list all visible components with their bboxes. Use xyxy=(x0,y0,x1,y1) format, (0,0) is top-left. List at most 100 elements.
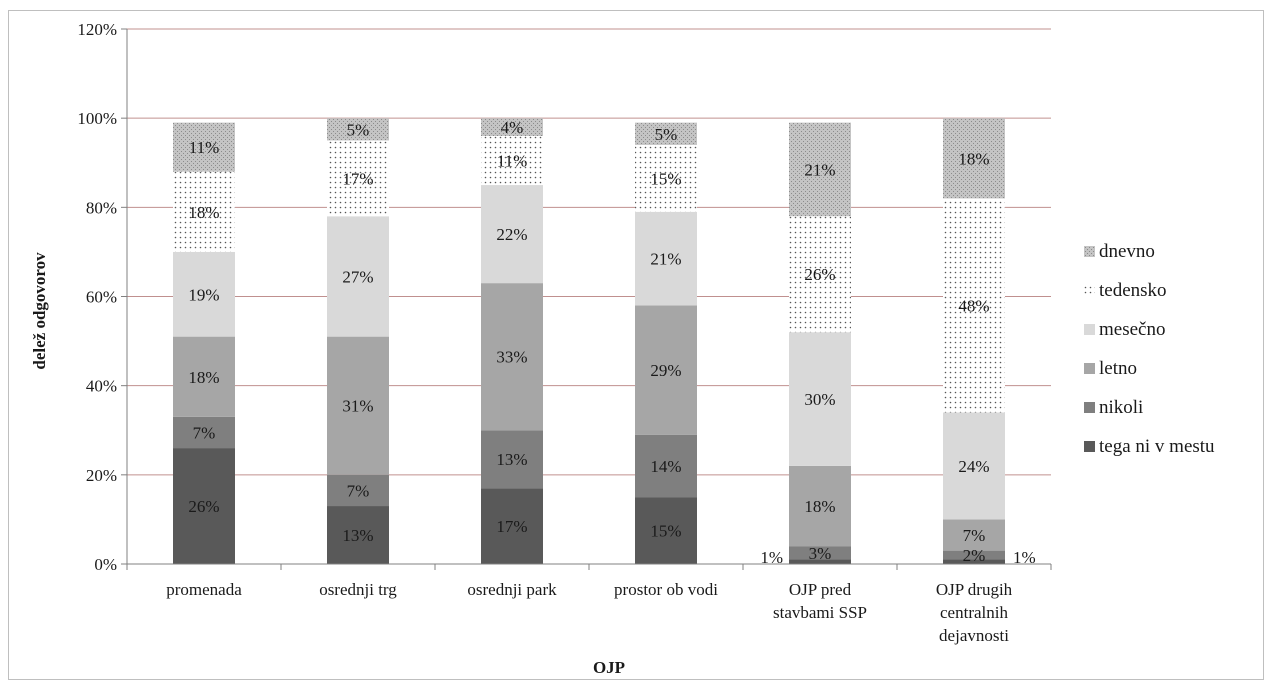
bar-segment xyxy=(789,216,851,333)
data-label: 33% xyxy=(496,348,527,367)
legend: dnevno tedensko mesečno letno nikoli tega ni … xyxy=(1084,241,1215,457)
data-label: 48% xyxy=(958,296,989,315)
bar-segment xyxy=(789,465,851,547)
bar-segment xyxy=(789,546,851,560)
legend-item: tega ni v mestu xyxy=(1084,436,1215,457)
data-label: 3% xyxy=(809,544,832,563)
data-label: 15% xyxy=(650,169,681,188)
data-label: 13% xyxy=(496,450,527,469)
legend-swatch xyxy=(1084,441,1095,452)
data-label: 7% xyxy=(193,423,216,442)
bar-segment xyxy=(943,198,1005,413)
chart-frame: 0% 20% 40% 60% 80% 100% 120% 26% 7% 18% 19% 18% 11%… xyxy=(8,10,1264,680)
data-label: 30% xyxy=(804,390,835,409)
legend-item: dnevno xyxy=(1084,241,1155,262)
bar-segment xyxy=(327,140,389,217)
data-label: 21% xyxy=(804,160,835,179)
bar-segment xyxy=(789,559,851,564)
data-label: 2% xyxy=(963,546,986,565)
legend-swatch xyxy=(1084,285,1095,296)
x-tick-label: prostor ob vodi xyxy=(614,580,718,599)
bar-segment xyxy=(943,519,1005,551)
bar-segment xyxy=(173,448,235,564)
bar-segment xyxy=(327,506,389,564)
x-tick-label: osrednji park xyxy=(467,580,557,599)
bar-segment xyxy=(173,171,235,252)
bar-segment xyxy=(789,332,851,466)
y-axis-ticks: 0% 20% 40% 60% 80% 100% 120% xyxy=(77,20,127,574)
bar-segment xyxy=(327,216,389,337)
axes xyxy=(126,29,1052,570)
gridlines xyxy=(127,28,1051,476)
y-tick-label: 20% xyxy=(86,466,117,485)
bar-segment xyxy=(943,550,1005,560)
bar-segment xyxy=(481,136,543,186)
legend-label: letno xyxy=(1099,358,1137,379)
y-axis-title: delež odgovorov xyxy=(30,252,49,370)
x-axis-title: OJP xyxy=(593,658,625,677)
data-label: 26% xyxy=(804,265,835,284)
y-tick-label: 80% xyxy=(86,198,117,217)
data-label: 17% xyxy=(496,517,527,536)
data-label: 14% xyxy=(650,457,681,476)
bar-segment xyxy=(789,122,851,217)
x-axis-ticks: promenada osrednji trg osrednji park prosto… xyxy=(166,580,1012,645)
legend-swatch xyxy=(1084,246,1095,257)
data-label: 18% xyxy=(958,149,989,168)
legend-item: mesečno xyxy=(1084,319,1165,340)
bar-segment xyxy=(943,118,1005,199)
legend-label: tega ni v mestu xyxy=(1099,436,1215,457)
data-label: 7% xyxy=(347,481,370,500)
bar-segment xyxy=(943,559,1005,564)
data-label: 17% xyxy=(342,169,373,188)
legend-item: tedensko xyxy=(1084,280,1167,301)
bar-segment xyxy=(635,211,697,306)
legend-swatch xyxy=(1084,324,1095,335)
y-tick-label: 60% xyxy=(86,288,117,307)
data-label: 1% xyxy=(1013,548,1036,567)
legend-swatch xyxy=(1084,363,1095,374)
bar-segment xyxy=(943,412,1005,520)
y-tick-label: 0% xyxy=(94,555,117,574)
bar-segment xyxy=(327,474,389,507)
legend-item: letno xyxy=(1084,358,1137,379)
data-label: 13% xyxy=(342,526,373,545)
bar-segment xyxy=(635,434,697,498)
x-tick-label: OJP drugih centralnih dejavnosti xyxy=(936,580,1013,645)
bar-segment xyxy=(481,118,543,136)
data-label: 11% xyxy=(497,152,528,171)
data-label: 26% xyxy=(188,497,219,516)
y-tick-label: 100% xyxy=(77,109,117,128)
data-label: 21% xyxy=(650,250,681,269)
legend-swatch xyxy=(1084,402,1095,413)
bar-segment xyxy=(173,122,235,172)
data-label: 22% xyxy=(496,225,527,244)
data-label: 24% xyxy=(958,457,989,476)
data-label: 18% xyxy=(188,203,219,222)
data-labels: 26% 7% 18% 19% 18% 11% 13% 7% 31% 27% 17% 5% 17% 13% 3… xyxy=(188,118,1035,567)
bar-segment xyxy=(635,305,697,435)
legend-label: mesečno xyxy=(1099,319,1165,340)
bar-segment xyxy=(635,497,697,564)
bar-segment xyxy=(327,118,389,141)
data-label: 19% xyxy=(188,285,219,304)
x-tick-label: osrednji trg xyxy=(319,580,397,599)
bar-segment xyxy=(635,122,697,145)
bar-segment xyxy=(173,416,235,449)
bar-segment xyxy=(173,251,235,337)
legend-item: nikoli xyxy=(1084,397,1143,418)
data-label: 29% xyxy=(650,361,681,380)
data-label: 18% xyxy=(188,368,219,387)
data-label: 1% xyxy=(760,548,783,567)
data-label: 18% xyxy=(804,497,835,516)
legend-label: dnevno xyxy=(1099,241,1155,262)
bar-segment xyxy=(173,336,235,417)
bars xyxy=(173,118,1005,564)
bar-segment xyxy=(481,185,543,284)
stacked-bar-chart: 0% 20% 40% 60% 80% 100% 120% 26% 7% 18% 19% 18% 11%… xyxy=(30,20,1215,677)
data-label: 31% xyxy=(342,397,373,416)
x-tick-label: OJP pred stavbami SSP xyxy=(773,580,867,622)
bar-segment xyxy=(635,144,697,212)
bar-segment xyxy=(327,336,389,475)
data-label: 4% xyxy=(501,118,524,137)
